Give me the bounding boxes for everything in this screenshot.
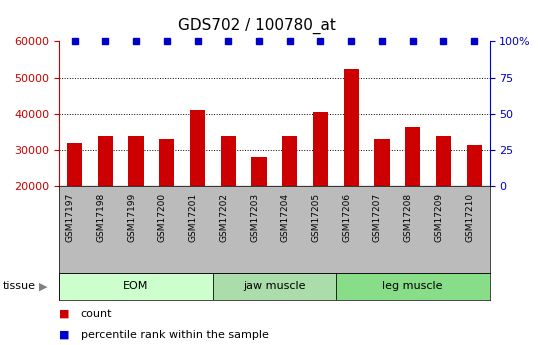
Text: GSM17197: GSM17197: [66, 193, 75, 243]
Bar: [374, 139, 390, 186]
Text: GSM17204: GSM17204: [281, 193, 290, 242]
Bar: [59, 273, 213, 300]
Text: ■: ■: [59, 330, 70, 339]
Text: count: count: [81, 309, 112, 319]
Text: jaw muscle: jaw muscle: [243, 282, 306, 291]
Text: EOM: EOM: [123, 282, 148, 291]
Text: GSM17210: GSM17210: [465, 193, 474, 242]
Bar: [221, 136, 236, 186]
Text: percentile rank within the sample: percentile rank within the sample: [81, 330, 268, 339]
Text: GSM17206: GSM17206: [342, 193, 351, 242]
Bar: [129, 136, 144, 186]
Text: GSM17201: GSM17201: [188, 193, 197, 242]
Bar: [405, 127, 420, 186]
Text: leg muscle: leg muscle: [383, 282, 443, 291]
Text: GSM17209: GSM17209: [435, 193, 443, 242]
Text: GSM17200: GSM17200: [158, 193, 167, 242]
Bar: [466, 145, 482, 186]
Bar: [336, 273, 490, 300]
Bar: [251, 157, 267, 186]
Bar: [190, 110, 205, 186]
Text: GSM17207: GSM17207: [373, 193, 382, 242]
Text: ▶: ▶: [39, 282, 47, 291]
Bar: [344, 69, 359, 186]
Bar: [313, 112, 328, 186]
Text: ■: ■: [59, 309, 70, 319]
Text: GSM17205: GSM17205: [312, 193, 321, 242]
Bar: [213, 273, 336, 300]
Text: GSM17199: GSM17199: [127, 193, 136, 243]
Bar: [436, 136, 451, 186]
Bar: [97, 136, 113, 186]
Bar: [67, 143, 82, 186]
Text: GSM17203: GSM17203: [250, 193, 259, 242]
Bar: [159, 139, 174, 186]
Text: tissue: tissue: [3, 282, 36, 291]
Text: GSM17198: GSM17198: [96, 193, 105, 243]
Bar: [282, 136, 298, 186]
Text: GSM17208: GSM17208: [404, 193, 413, 242]
Text: GDS702 / 100780_at: GDS702 / 100780_at: [178, 18, 335, 34]
Text: GSM17202: GSM17202: [220, 193, 228, 242]
